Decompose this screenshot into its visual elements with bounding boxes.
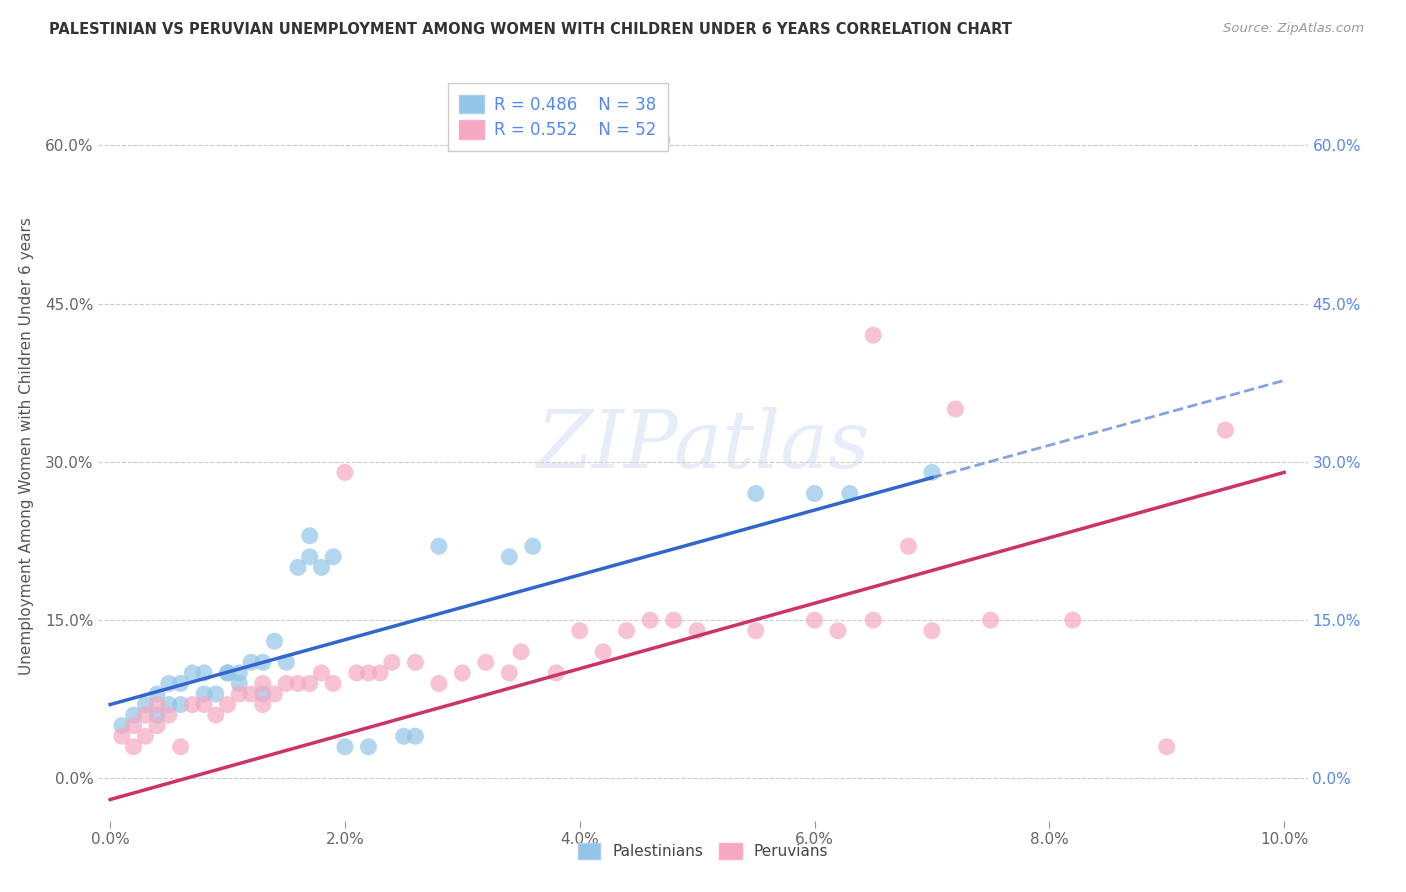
Point <box>134 698 156 712</box>
Point <box>122 739 145 754</box>
Point <box>311 665 333 680</box>
Point <box>217 665 239 680</box>
Point <box>322 676 344 690</box>
Point <box>357 665 380 680</box>
Point <box>333 466 356 480</box>
Point <box>169 698 191 712</box>
Text: PALESTINIAN VS PERUVIAN UNEMPLOYMENT AMONG WOMEN WITH CHILDREN UNDER 6 YEARS COR: PALESTINIAN VS PERUVIAN UNEMPLOYMENT AMO… <box>49 22 1012 37</box>
Point <box>252 656 274 670</box>
Point <box>546 665 568 680</box>
Point <box>287 676 309 690</box>
Point <box>827 624 849 638</box>
Point <box>980 613 1002 627</box>
Point <box>522 539 544 553</box>
Point <box>217 665 239 680</box>
Point <box>146 698 169 712</box>
Point <box>662 613 685 627</box>
Point <box>157 698 180 712</box>
Point <box>651 133 673 147</box>
Point <box>427 676 450 690</box>
Point <box>169 676 191 690</box>
Point <box>204 687 226 701</box>
Point <box>451 665 474 680</box>
Point <box>146 687 169 701</box>
Point <box>263 687 285 701</box>
Point <box>157 708 180 723</box>
Point <box>498 665 520 680</box>
Point <box>240 687 263 701</box>
Point <box>252 698 274 712</box>
Point <box>298 529 321 543</box>
Point <box>475 656 498 670</box>
Point <box>638 613 661 627</box>
Point <box>745 624 768 638</box>
Point <box>921 624 943 638</box>
Point <box>333 739 356 754</box>
Point <box>111 729 134 743</box>
Point <box>263 634 285 648</box>
Point <box>122 708 145 723</box>
Point <box>204 708 226 723</box>
Y-axis label: Unemployment Among Women with Children Under 6 years: Unemployment Among Women with Children U… <box>18 217 34 675</box>
Point <box>157 676 180 690</box>
Point <box>404 729 426 743</box>
Point <box>592 645 614 659</box>
Point <box>616 624 638 638</box>
Point <box>228 676 250 690</box>
Point <box>427 539 450 553</box>
Point <box>276 656 298 670</box>
Point <box>568 624 591 638</box>
Point <box>510 645 533 659</box>
Point <box>838 486 860 500</box>
Point <box>146 708 169 723</box>
Point <box>368 665 391 680</box>
Point <box>686 624 709 638</box>
Point <box>862 328 884 343</box>
Point <box>381 656 404 670</box>
Point <box>122 719 145 733</box>
Point <box>1215 423 1237 437</box>
Point <box>252 676 274 690</box>
Point <box>357 739 380 754</box>
Point <box>193 698 215 712</box>
Point <box>217 698 239 712</box>
Point <box>311 560 333 574</box>
Point <box>945 402 967 417</box>
Point <box>803 613 825 627</box>
Point <box>745 486 768 500</box>
Point <box>134 708 156 723</box>
Point <box>404 656 426 670</box>
Point <box>322 549 344 564</box>
Point <box>498 549 520 564</box>
Point <box>169 739 191 754</box>
Point <box>803 486 825 500</box>
Point <box>287 560 309 574</box>
Point <box>111 719 134 733</box>
Legend: Palestinians, Peruvians: Palestinians, Peruvians <box>571 838 835 865</box>
Point <box>921 466 943 480</box>
Point <box>134 729 156 743</box>
Point <box>252 687 274 701</box>
Point <box>392 729 415 743</box>
Point <box>228 665 250 680</box>
Point <box>1062 613 1084 627</box>
Point <box>240 656 263 670</box>
Point <box>862 613 884 627</box>
Point <box>346 665 368 680</box>
Point <box>897 539 920 553</box>
Point <box>298 676 321 690</box>
Point <box>228 687 250 701</box>
Point <box>193 665 215 680</box>
Point <box>298 549 321 564</box>
Text: Source: ZipAtlas.com: Source: ZipAtlas.com <box>1223 22 1364 36</box>
Point <box>276 676 298 690</box>
Point <box>193 687 215 701</box>
Point <box>181 665 204 680</box>
Point <box>181 698 204 712</box>
Point <box>1156 739 1178 754</box>
Text: ZIPatlas: ZIPatlas <box>536 408 870 484</box>
Point <box>146 719 169 733</box>
